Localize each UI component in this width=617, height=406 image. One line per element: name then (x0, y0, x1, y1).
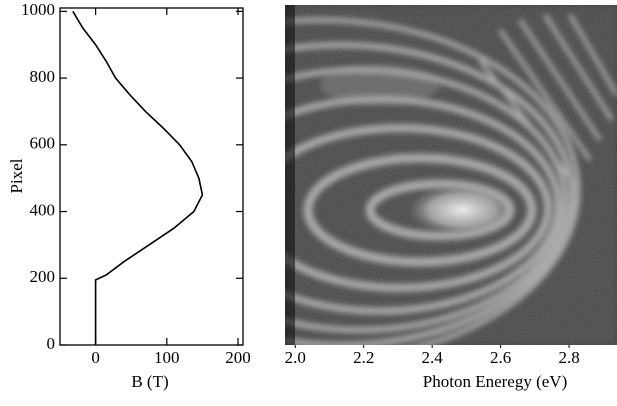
x-tick-label: 200 (225, 348, 251, 367)
data-line (72, 10, 204, 345)
y-tick-label: 800 (30, 67, 56, 86)
y-tick-label: 1000 (21, 0, 55, 19)
y-tick-label: 600 (30, 134, 56, 153)
x-tick-label: 2.4 (422, 348, 444, 367)
y-tick-label: 200 (30, 267, 56, 286)
x-tick-label: 2.6 (490, 348, 511, 367)
x-tick-label: 2.2 (353, 348, 374, 367)
spectral-image (285, 5, 617, 345)
x-tick-label: 2.8 (558, 348, 579, 367)
x-axis-label: B (T) (131, 372, 168, 391)
x-tick-label: 0 (91, 348, 100, 367)
x-tick-label: 100 (154, 348, 180, 367)
y-tick-label: 400 (30, 200, 56, 219)
y-tick-label: 0 (47, 334, 56, 353)
plot-frame (59, 7, 244, 346)
x-axis-label: Photon Eneregy (eV) (423, 372, 567, 391)
x-tick-label: 2.0 (285, 348, 306, 367)
y-axis-label: Pixel (7, 158, 26, 193)
